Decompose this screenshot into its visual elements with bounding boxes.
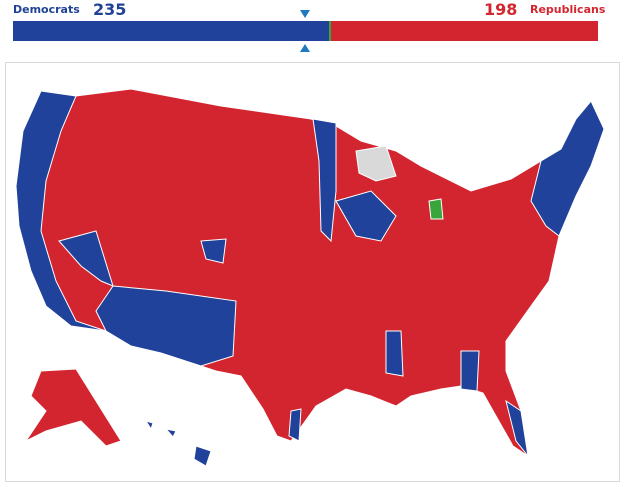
colorado-blue	[200, 238, 227, 264]
alaska	[24, 368, 122, 447]
northeast-blue	[530, 100, 605, 237]
southwest-blue	[95, 285, 237, 367]
dem-bar	[13, 21, 330, 41]
map-frame	[5, 62, 620, 482]
other-sliver	[329, 21, 332, 41]
rep-bar	[331, 21, 598, 41]
majority-markers	[300, 10, 310, 52]
vacant-gray	[355, 145, 397, 182]
contiguous-us	[15, 88, 605, 458]
seat-bar	[13, 21, 598, 41]
dem-label: Democrats	[13, 3, 80, 16]
nevada-blue	[58, 230, 114, 287]
us-map	[15, 88, 605, 467]
hawaii	[144, 420, 212, 467]
minnesota-blue	[312, 118, 337, 243]
rep-label: Republicans	[530, 3, 606, 16]
west-coast-blue	[15, 90, 107, 332]
other-green	[428, 198, 444, 220]
southeast-blue	[288, 330, 529, 458]
midwest-blue	[335, 190, 397, 242]
dem-seats: 235	[93, 0, 127, 19]
rep-seats: 198	[484, 0, 518, 19]
